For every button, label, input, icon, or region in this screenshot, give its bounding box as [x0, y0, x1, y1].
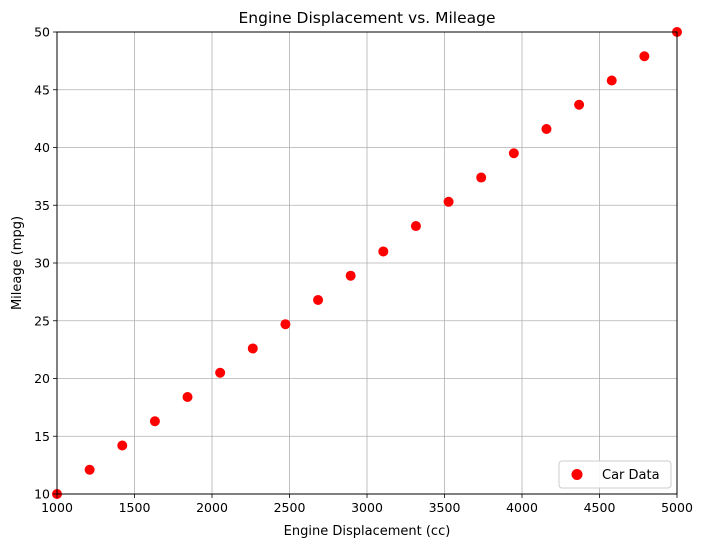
legend-box: [558, 460, 672, 489]
data-point: [215, 367, 226, 378]
data-point: [606, 75, 617, 86]
data-point: [313, 294, 324, 305]
y-tick-label: 20: [34, 371, 50, 386]
x-axis-label: Engine Displacement (cc): [284, 524, 451, 539]
chart-title: Engine Displacement vs. Mileage: [238, 9, 495, 27]
x-tick-label: 4500: [584, 500, 616, 515]
y-tick-label: 30: [34, 256, 50, 271]
data-point: [247, 343, 258, 354]
data-point: [280, 319, 291, 330]
legend-label: Car Data: [602, 468, 660, 483]
data-point: [476, 172, 487, 183]
data-point: [410, 221, 421, 232]
data-point: [84, 464, 95, 475]
data-point: [639, 51, 650, 62]
data-point: [182, 391, 193, 402]
x-axis: 1000 1500 2000 2500 3000 3500 4000 4500 5000: [41, 494, 693, 515]
data-point: [378, 246, 389, 257]
legend: Car Data: [558, 460, 672, 489]
x-tick-label: 5000: [661, 500, 693, 515]
y-tick-label: 50: [34, 25, 50, 40]
data-points: [52, 27, 682, 499]
x-tick-label: 2500: [274, 500, 306, 515]
y-tick-label: 45: [34, 82, 50, 97]
data-point: [574, 99, 585, 110]
y-axis-label: Mileage (mpg): [10, 216, 25, 310]
x-tick-label: 3500: [429, 500, 461, 515]
y-tick-label: 35: [34, 198, 50, 213]
legend-marker: [571, 469, 583, 480]
data-point: [345, 270, 356, 281]
x-tick-label: 3000: [351, 500, 383, 515]
x-tick-label: 1500: [119, 500, 151, 515]
data-point: [541, 124, 552, 135]
y-tick-label: 15: [34, 429, 50, 444]
data-point: [443, 196, 454, 207]
data-point: [149, 416, 160, 427]
data-point: [117, 440, 128, 451]
y-tick-label: 25: [34, 313, 50, 328]
x-tick-label: 4000: [506, 500, 538, 515]
data-point: [508, 148, 519, 159]
y-tick-label: 10: [34, 487, 50, 502]
y-tick-label: 40: [34, 140, 50, 155]
x-tick-label: 1000: [41, 500, 73, 515]
y-axis: 10 15 20 25 30 35 40 45 50: [34, 25, 57, 502]
x-tick-label: 2000: [196, 500, 228, 515]
